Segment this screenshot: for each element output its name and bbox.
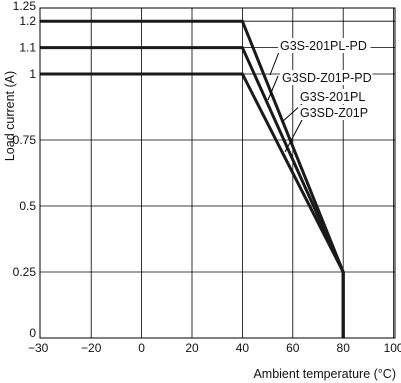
y-tick-label: 1.2 [19, 14, 36, 28]
x-tick-labels: −30 −20 0 20 40 60 80 100 [28, 341, 401, 355]
series-label: G3S-201PL-PD [280, 39, 367, 53]
y-tick-label: 1.25 [13, 0, 37, 13]
x-tick-label: 20 [185, 341, 199, 355]
leader-line-1 [267, 75, 279, 101]
leader-line-3 [284, 119, 303, 153]
series-labels: G3S-201PL-PD G3SD-Z01P-PD G3S-201PL G3SD-Z0… [278, 38, 373, 120]
x-tick-label: 80 [337, 341, 351, 355]
label-background [298, 89, 369, 104]
series-label: G3S-201PL [300, 90, 365, 104]
y-tick-label: 0.75 [13, 133, 37, 147]
x-tick-label: −20 [81, 341, 102, 355]
x-tick-label: 0 [138, 341, 145, 355]
series-label: G3SD-Z01P [300, 106, 368, 120]
x-tick-label: 60 [286, 341, 300, 355]
y-tick-labels: 0 0.25 0.5 0.75 1 1.1 1.21.25 [13, 0, 37, 340]
y-tick-label: 1.1 [19, 41, 36, 55]
label-background [278, 38, 371, 53]
series-label: G3SD-Z01P-PD [282, 71, 372, 85]
series-lines [40, 19, 345, 338]
label-background [280, 70, 373, 85]
plot-frame [39, 7, 396, 339]
series-line-2 [40, 72, 345, 338]
label-background [298, 105, 369, 120]
leader-line-0 [269, 51, 280, 76]
y-axis-title: Load current (A) [3, 71, 17, 161]
y-tick-label: 0.25 [13, 265, 37, 279]
x-tick-label: −30 [28, 341, 49, 355]
x-tick-label: 100 [384, 341, 401, 355]
y-tick-label: 0 [29, 326, 36, 340]
x-tick-label: 40 [236, 341, 250, 355]
y-tick-label: 0.5 [19, 199, 36, 213]
y-tick-label: 1 [29, 67, 36, 81]
x-axis-title: Ambient temperature (°C) [253, 367, 396, 381]
